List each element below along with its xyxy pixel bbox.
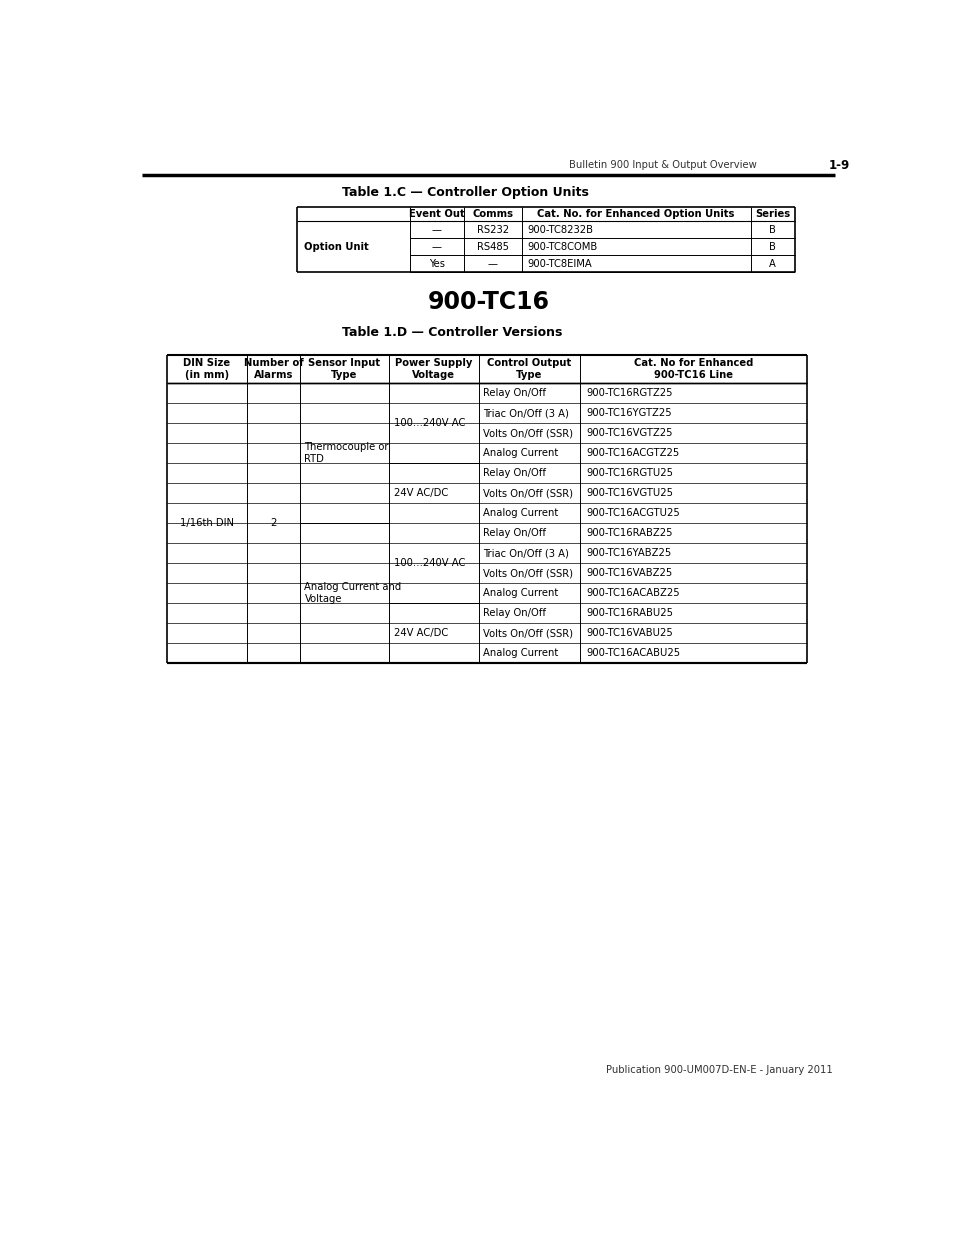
Text: 1-9: 1-9 (828, 158, 849, 172)
Text: —: — (487, 258, 497, 269)
Text: A: A (768, 258, 775, 269)
Text: Control Output
Type: Control Output Type (487, 358, 571, 380)
Text: Triac On/Off (3 A): Triac On/Off (3 A) (482, 408, 568, 419)
Text: Publication 900-UM007D-EN-E - January 2011: Publication 900-UM007D-EN-E - January 20… (605, 1065, 832, 1074)
Text: Relay On/Off: Relay On/Off (482, 388, 545, 398)
Text: 1/16th DIN: 1/16th DIN (179, 519, 233, 529)
Text: Number of
Alarms: Number of Alarms (243, 358, 303, 380)
Text: 900-TC16ACABU25: 900-TC16ACABU25 (586, 648, 680, 658)
Text: Volts On/Off (SSR): Volts On/Off (SSR) (482, 488, 572, 498)
Text: Analog Current: Analog Current (482, 588, 558, 598)
Text: 100…240V AC: 100…240V AC (394, 558, 464, 568)
Text: Relay On/Off: Relay On/Off (482, 609, 545, 619)
Text: 900-TC16ACABZ25: 900-TC16ACABZ25 (586, 588, 679, 598)
Text: Table 1.D — Controller Versions: Table 1.D — Controller Versions (341, 326, 561, 338)
Text: Power Supply
Voltage: Power Supply Voltage (395, 358, 472, 380)
Text: Sensor Input
Type: Sensor Input Type (308, 358, 379, 380)
Text: Volts On/Off (SSR): Volts On/Off (SSR) (482, 568, 572, 578)
Text: —: — (432, 242, 441, 252)
Text: 900-TC16RABU25: 900-TC16RABU25 (586, 609, 673, 619)
Text: 900-TC16VGTZ25: 900-TC16VGTZ25 (586, 429, 673, 438)
Text: Volts On/Off (SSR): Volts On/Off (SSR) (482, 629, 572, 638)
Text: 900-TC16VABZ25: 900-TC16VABZ25 (586, 568, 672, 578)
Text: Option Unit: Option Unit (303, 242, 368, 252)
Text: Relay On/Off: Relay On/Off (482, 468, 545, 478)
Text: Triac On/Off (3 A): Triac On/Off (3 A) (482, 548, 568, 558)
Text: Volts On/Off (SSR): Volts On/Off (SSR) (482, 429, 572, 438)
Text: 900-TC16RABZ25: 900-TC16RABZ25 (586, 529, 673, 538)
Text: Cat. No. for Enhanced Option Units: Cat. No. for Enhanced Option Units (537, 210, 734, 220)
Text: B: B (768, 225, 775, 235)
Text: 2: 2 (270, 519, 276, 529)
Text: Relay On/Off: Relay On/Off (482, 529, 545, 538)
Text: Comms: Comms (472, 210, 513, 220)
Text: 900-TC16ACGTZ25: 900-TC16ACGTZ25 (586, 448, 679, 458)
Text: RS232: RS232 (476, 225, 508, 235)
Text: Yes: Yes (429, 258, 444, 269)
Text: DIN Size
(in mm): DIN Size (in mm) (183, 358, 230, 380)
Text: Table 1.C — Controller Option Units: Table 1.C — Controller Option Units (341, 185, 588, 199)
Text: 900-TC16YGTZ25: 900-TC16YGTZ25 (586, 408, 672, 419)
Text: 900-TC8EIMA: 900-TC8EIMA (526, 258, 591, 269)
Text: Analog Current and
Voltage: Analog Current and Voltage (304, 583, 401, 604)
Text: Analog Current: Analog Current (482, 448, 558, 458)
Text: 900-TC8COMB: 900-TC8COMB (526, 242, 597, 252)
Text: 24V AC/DC: 24V AC/DC (394, 488, 447, 498)
Text: Cat. No for Enhanced
900-TC16 Line: Cat. No for Enhanced 900-TC16 Line (633, 358, 753, 380)
Text: 900-TC16RGTU25: 900-TC16RGTU25 (586, 468, 673, 478)
Text: Event Out: Event Out (409, 210, 464, 220)
Text: —: — (432, 225, 441, 235)
Text: 900-TC16YABZ25: 900-TC16YABZ25 (586, 548, 671, 558)
Text: 900-TC16VABU25: 900-TC16VABU25 (586, 629, 673, 638)
Text: 900-TC16VGTU25: 900-TC16VGTU25 (586, 488, 673, 498)
Text: B: B (768, 242, 775, 252)
Text: Analog Current: Analog Current (482, 508, 558, 519)
Text: 24V AC/DC: 24V AC/DC (394, 629, 447, 638)
Text: 900-TC16: 900-TC16 (428, 290, 549, 314)
Text: 900-TC8232B: 900-TC8232B (526, 225, 592, 235)
Text: Thermocouple or
RTD: Thermocouple or RTD (304, 442, 389, 464)
Text: 900-TC16ACGTU25: 900-TC16ACGTU25 (586, 508, 679, 519)
Text: 900-TC16RGTZ25: 900-TC16RGTZ25 (586, 388, 673, 398)
Text: Series: Series (754, 210, 789, 220)
Text: 100…240V AC: 100…240V AC (394, 419, 464, 429)
Text: Analog Current: Analog Current (482, 648, 558, 658)
Text: RS485: RS485 (476, 242, 508, 252)
Text: Bulletin 900 Input & Output Overview: Bulletin 900 Input & Output Overview (568, 161, 756, 170)
